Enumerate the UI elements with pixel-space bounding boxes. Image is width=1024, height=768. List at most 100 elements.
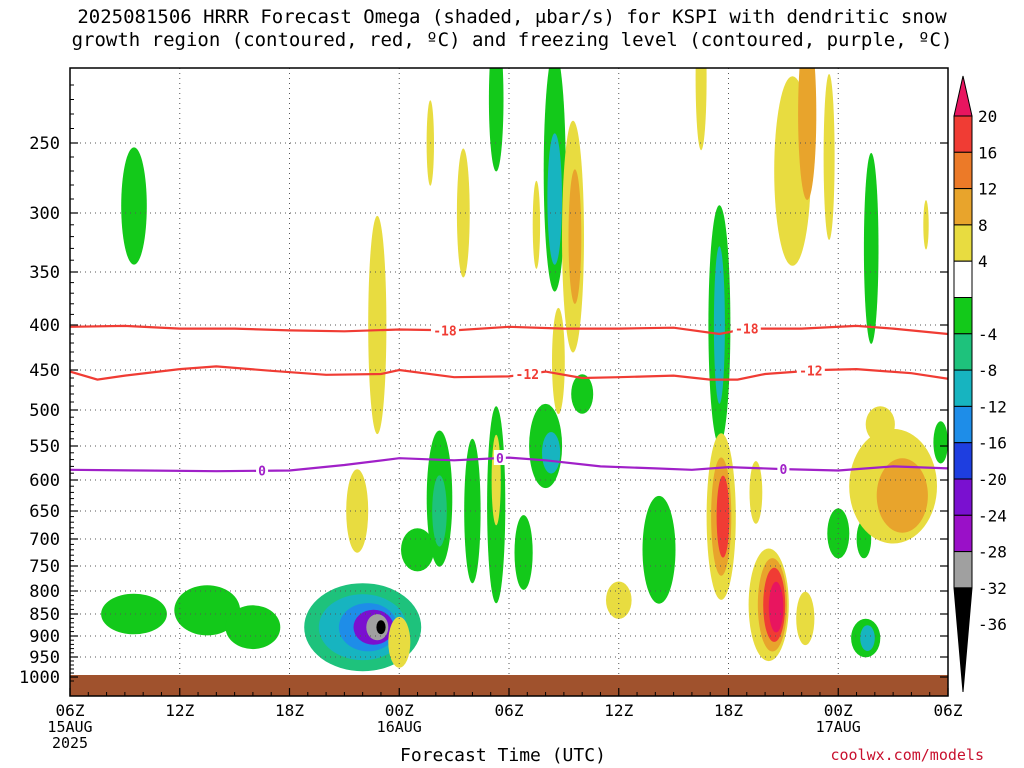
y-tick-label-550: 550	[29, 437, 60, 457]
x-tick-sublabel-7-0: 17AUG	[816, 718, 861, 736]
omega-cell-57	[865, 406, 895, 443]
colorbar-label-6: -8	[978, 361, 997, 380]
y-tick-label-700: 700	[29, 530, 60, 550]
chart-title: 2025081506 HRRR Forecast Omega (shaded, …	[0, 6, 1024, 52]
omega-cell-19	[456, 148, 470, 278]
omega-cell-3	[174, 585, 241, 636]
colorbar-cell-8	[953, 405, 973, 444]
omega-cell-22	[491, 434, 501, 526]
omega-cell-46	[796, 591, 815, 646]
contour-label-bg-0-1	[493, 450, 506, 466]
x-tick-label-2: 18Z	[275, 701, 304, 720]
x-tick-label-0: 06Z	[56, 701, 85, 720]
omega-cell-24	[532, 180, 541, 269]
y-tick-label-300: 300	[29, 204, 60, 224]
omega-cell-10	[376, 620, 386, 635]
contour-label-0-1: 0	[496, 452, 504, 467]
x-tick-label-4: 06Z	[495, 701, 524, 720]
omega-cell-58	[933, 421, 948, 464]
colorbar-label-3: 8	[978, 216, 988, 235]
contour-label-bg--18-1	[732, 320, 761, 336]
omega-cell-50	[863, 152, 879, 344]
x-tick-label-3: 00Z	[385, 701, 414, 720]
colorbar-label-4: 4	[978, 252, 988, 271]
watermark: coolwx.com/models	[830, 746, 984, 764]
omega-cell-21	[488, 68, 504, 172]
omega-cell-23	[514, 515, 533, 590]
omega-cell-49	[823, 74, 835, 240]
y-tick-label-800: 800	[29, 582, 60, 602]
colorbar-cell-3	[953, 224, 973, 262]
omega-cell-17	[464, 438, 481, 584]
omega-cell-37	[713, 246, 725, 404]
y-tick-label-1000: 1000	[19, 668, 60, 688]
colorbar-label-1: 16	[978, 143, 997, 162]
x-axis-title: Forecast Time (UTC)	[400, 745, 606, 766]
contour-label-bg-0-2	[777, 461, 790, 477]
title-line-1: 2025081506 HRRR Forecast Omega (shaded, …	[77, 6, 947, 28]
colorbar-label-5: -4	[978, 325, 997, 344]
omega-cell-1	[121, 147, 147, 265]
y-tick-label-650: 650	[29, 502, 60, 522]
x-tick-sublabel-3-0: 16AUG	[377, 718, 422, 736]
contour-label-bg-0-0	[256, 462, 269, 478]
colorbar-label-2: 12	[978, 180, 997, 199]
contour-label--18-1: -18	[735, 323, 759, 338]
x-tick-label-1: 12Z	[165, 701, 194, 720]
x-tick-label-6: 18Z	[714, 701, 743, 720]
y-tick-label-600: 600	[29, 471, 60, 491]
omega-cell-45	[768, 581, 784, 633]
colorbar-top-triangle	[953, 75, 973, 117]
colorbar-cell-6	[953, 333, 973, 371]
omega-cell-2	[101, 593, 167, 635]
y-tick-label-850: 850	[29, 605, 60, 625]
colorbar-label-7: -12	[978, 397, 1007, 416]
contour-label--12-1: -12	[799, 365, 822, 380]
omega-cell-29	[552, 307, 565, 415]
y-axis: 2503003504004505005506006507007508008509…	[19, 84, 948, 688]
x-tick-label-5: 12Z	[604, 701, 633, 720]
contour-line--18	[70, 324, 948, 336]
y-tick-label-900: 900	[29, 627, 60, 647]
omega-cell-31	[568, 169, 582, 304]
omega-cell-54	[860, 625, 875, 651]
omega-cell-56	[876, 458, 928, 533]
colorbar-cell-12	[953, 551, 973, 589]
omega-cell-16	[432, 475, 447, 547]
contour-label-0-0: 0	[258, 465, 266, 480]
y-tick-label-750: 750	[29, 557, 60, 577]
contour-label--18-0: -18	[433, 324, 457, 339]
omega-cell-35	[695, 68, 707, 151]
colorbar-label-11: -28	[978, 543, 1007, 562]
colorbar-bottom-triangle	[953, 587, 973, 693]
omega-cell-26	[542, 432, 561, 474]
contour-label-bg--12-1	[796, 362, 825, 378]
contour-label-bg--18-0	[430, 322, 459, 338]
colorbar-cell-1	[953, 151, 973, 190]
omega-cell-48	[798, 68, 817, 200]
omega-cell-40	[716, 475, 730, 558]
omega-cell-13	[388, 616, 411, 668]
colorbar-cell-0	[953, 115, 973, 153]
colorbar-label-9: -20	[978, 470, 1007, 489]
y-tick-label-450: 450	[29, 361, 60, 381]
colorbar-cell-4	[953, 260, 973, 299]
omega-cell-11	[346, 469, 369, 553]
omega-cell-34	[642, 495, 676, 604]
y-tick-label-350: 350	[29, 263, 60, 283]
omega-cell-28	[547, 133, 562, 265]
y-tick-label-950: 950	[29, 648, 60, 668]
contour-lines: -18 -18 -12 -12 0 0 0	[70, 320, 948, 480]
omega-cell-59	[923, 200, 929, 250]
colorbar-cell-9	[953, 442, 973, 480]
colorbar-cell-10	[953, 478, 973, 516]
x-tick-label-8: 06Z	[934, 701, 963, 720]
colorbar-cell-2	[953, 188, 973, 226]
colorbar-label-13: -36	[978, 615, 1007, 634]
omega-cell-41	[749, 461, 763, 524]
colorbar-label-8: -16	[978, 434, 1007, 453]
contour-label-bg--12-0	[513, 366, 542, 381]
colorbar-cell-7	[953, 369, 973, 407]
